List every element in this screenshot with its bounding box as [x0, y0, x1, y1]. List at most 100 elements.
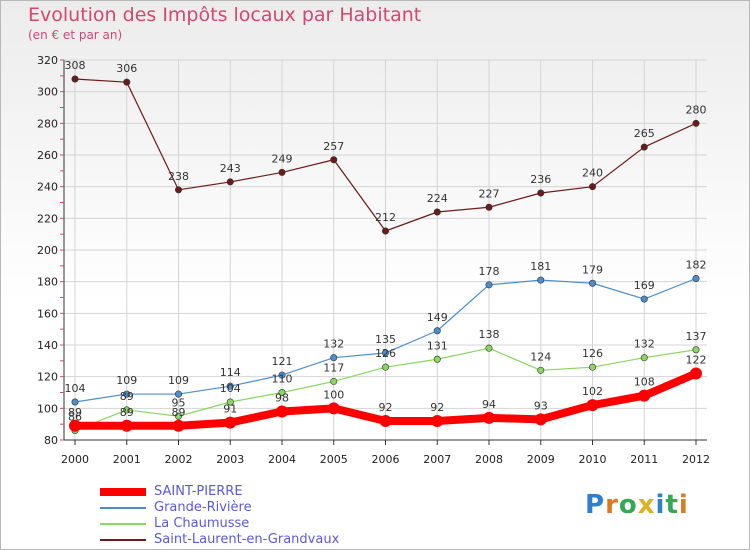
- data-point: [640, 354, 648, 362]
- data-label: 212: [375, 211, 396, 224]
- data-point: [71, 398, 79, 406]
- data-point: [123, 78, 131, 86]
- data-point: [226, 398, 234, 406]
- data-label: 122: [686, 354, 707, 367]
- data-point: [588, 183, 596, 191]
- data-label: 138: [479, 328, 500, 341]
- data-point: [175, 186, 183, 194]
- data-point: [692, 274, 700, 282]
- data-label: 236: [530, 173, 551, 186]
- data-point: [172, 419, 185, 432]
- data-point: [381, 227, 389, 235]
- data-point: [534, 413, 547, 426]
- data-label: 131: [427, 339, 448, 352]
- data-label: 280: [686, 103, 707, 116]
- data-label: 89: [172, 406, 186, 419]
- data-point: [433, 355, 441, 363]
- y-tick-label: 120: [37, 371, 58, 384]
- data-label: 238: [168, 170, 189, 183]
- x-tick-label: 2007: [423, 453, 451, 466]
- data-label: 121: [272, 355, 293, 368]
- data-label: 169: [634, 279, 655, 292]
- x-tick-label: 2012: [682, 453, 710, 466]
- data-point: [226, 178, 234, 186]
- y-tick-label: 220: [37, 212, 58, 225]
- legend-swatch: [100, 507, 146, 509]
- data-label: 182: [686, 259, 707, 272]
- data-point: [537, 366, 545, 374]
- data-point: [71, 75, 79, 83]
- data-label: 132: [634, 338, 655, 351]
- x-tick-label: 2004: [268, 453, 296, 466]
- data-label: 93: [534, 399, 548, 412]
- x-tick-label: 2000: [61, 453, 89, 466]
- proxiti-logo: Proxiti: [585, 490, 689, 520]
- y-tick-label: 300: [37, 86, 58, 99]
- y-tick-label: 140: [37, 339, 58, 352]
- legend-swatch: [100, 539, 146, 541]
- y-tick-label: 280: [37, 117, 58, 130]
- data-point: [278, 388, 286, 396]
- data-point: [69, 419, 81, 432]
- data-point: [379, 415, 392, 427]
- x-tick-label: 2008: [475, 453, 503, 466]
- data-point: [485, 281, 493, 289]
- data-label: 149: [427, 311, 448, 324]
- y-tick-label: 260: [37, 149, 58, 162]
- data-label: 104: [220, 382, 241, 395]
- data-label: 126: [582, 347, 603, 360]
- data-point: [120, 419, 133, 432]
- y-tick-label: 180: [37, 276, 58, 289]
- data-label: 224: [427, 192, 448, 205]
- x-tick-label: 2009: [527, 453, 555, 466]
- data-label: 114: [220, 366, 241, 379]
- data-label: 240: [582, 167, 603, 180]
- chart-subtitle: (en € et par an): [28, 28, 123, 42]
- data-point: [485, 344, 493, 352]
- data-label: 95: [172, 396, 186, 409]
- legend-label: Grande-Rivière: [154, 500, 252, 515]
- data-point: [381, 349, 389, 357]
- y-tick-label: 320: [37, 54, 58, 67]
- data-point: [483, 411, 495, 424]
- x-tick-label: 2001: [113, 453, 141, 466]
- data-label: 265: [634, 127, 655, 140]
- data-point: [690, 367, 702, 380]
- data-point: [175, 412, 183, 420]
- data-label: 108: [634, 376, 655, 389]
- data-label: 126: [375, 347, 396, 360]
- data-label: 249: [272, 152, 293, 165]
- y-tick-label: 200: [37, 244, 58, 257]
- data-point: [330, 354, 338, 362]
- data-point: [640, 143, 648, 151]
- data-label: 257: [323, 140, 344, 153]
- data-label: 91: [223, 403, 237, 416]
- data-point: [433, 208, 441, 216]
- data-label: 179: [582, 263, 603, 276]
- data-point: [692, 346, 700, 354]
- legend-label: Saint-Laurent-en-Grandvaux: [154, 532, 340, 547]
- data-point: [327, 402, 340, 415]
- data-label: 104: [65, 382, 86, 395]
- data-label: 100: [323, 388, 344, 401]
- data-label: 89: [68, 406, 82, 419]
- y-tick-label: 100: [37, 402, 58, 415]
- data-label: 137: [686, 330, 707, 343]
- x-tick-label: 2002: [165, 453, 193, 466]
- x-tick-label: 2005: [320, 453, 348, 466]
- data-label: 92: [430, 401, 444, 414]
- x-tick-label: 2010: [579, 453, 607, 466]
- data-point: [537, 189, 545, 197]
- data-label: 89: [120, 406, 134, 419]
- data-label: 132: [323, 338, 344, 351]
- data-point: [224, 416, 237, 429]
- data-label: 109: [168, 374, 189, 387]
- data-point: [588, 363, 596, 371]
- data-label: 181: [530, 260, 551, 273]
- data-point: [433, 327, 441, 335]
- y-tick-label: 160: [37, 307, 58, 320]
- data-label: 135: [375, 333, 396, 346]
- data-label: 306: [116, 62, 137, 75]
- data-point: [638, 389, 651, 402]
